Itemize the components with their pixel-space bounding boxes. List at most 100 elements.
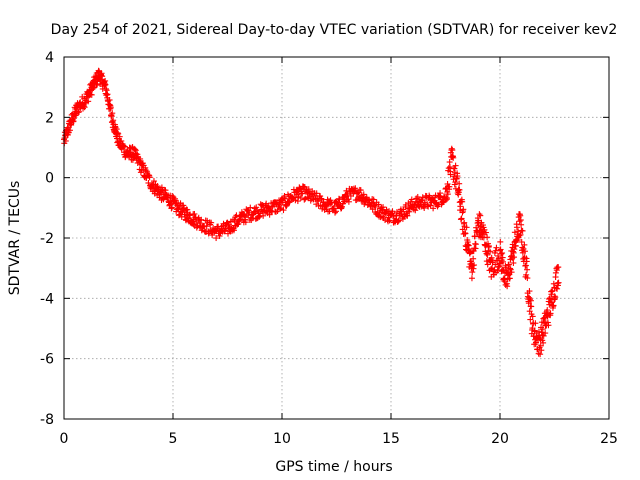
data-point-marker xyxy=(484,251,491,258)
data-point-marker xyxy=(277,206,284,213)
data-point-marker xyxy=(213,235,220,242)
data-point-marker xyxy=(99,73,106,80)
grid-lines xyxy=(64,57,609,419)
data-point-marker xyxy=(499,258,506,265)
data-point-marker xyxy=(203,223,210,230)
data-point-marker xyxy=(523,271,530,278)
data-point-marker xyxy=(505,261,512,268)
data-point-marker xyxy=(121,143,128,150)
data-point-marker xyxy=(554,285,561,292)
data-point-marker xyxy=(93,82,100,89)
data-point-marker xyxy=(456,180,463,187)
data-point-marker xyxy=(512,243,519,250)
data-point-marker xyxy=(419,194,426,201)
data-point-marker xyxy=(109,118,116,125)
y-tick-label: 2 xyxy=(45,110,54,126)
data-point-marker xyxy=(517,231,524,238)
data-point-marker xyxy=(463,224,470,231)
data-point-marker xyxy=(109,110,116,117)
data-point-marker xyxy=(468,275,475,282)
x-tick-label: 20 xyxy=(491,431,509,447)
data-point-marker xyxy=(487,248,494,255)
data-point-marker xyxy=(521,248,528,255)
data-point-marker xyxy=(505,270,512,277)
data-point-marker xyxy=(216,232,223,239)
data-point-marker xyxy=(75,109,82,116)
y-tick-label: -2 xyxy=(40,231,54,247)
data-point-marker xyxy=(516,218,523,225)
data-point-marker xyxy=(451,165,458,172)
data-point-marker xyxy=(446,183,453,190)
data-point-marker xyxy=(443,196,450,203)
data-point-marker xyxy=(253,204,260,211)
data-point-marker xyxy=(456,186,463,193)
data-point-marker xyxy=(191,210,198,217)
data-point-marker xyxy=(488,254,495,261)
data-point-marker xyxy=(472,241,479,248)
data-point-marker xyxy=(458,215,465,222)
data-point-marker xyxy=(460,206,467,213)
data-point-marker xyxy=(114,129,121,136)
data-point-marker xyxy=(521,241,528,248)
data-point-marker xyxy=(80,103,87,110)
data-point-marker xyxy=(540,315,547,322)
y-tick-label: 0 xyxy=(45,171,54,187)
data-point-marker xyxy=(103,85,110,92)
data-point-marker xyxy=(354,190,361,197)
data-point-marker xyxy=(380,204,387,211)
data-point-marker xyxy=(529,313,536,320)
data-point-marker xyxy=(469,269,476,276)
data-point-marker xyxy=(357,187,364,194)
data-point-marker xyxy=(527,297,534,304)
data-point-marker xyxy=(544,319,551,326)
data-point-marker xyxy=(555,279,562,286)
data-point-marker xyxy=(511,246,518,253)
x-tick-label: 25 xyxy=(600,431,618,447)
data-point-marker xyxy=(452,162,459,169)
data-point-marker xyxy=(107,104,114,111)
data-point-marker xyxy=(421,205,428,212)
x-tick-label: 15 xyxy=(382,431,400,447)
data-point-marker xyxy=(524,266,531,273)
data-point-marker xyxy=(484,261,491,268)
data-point-marker xyxy=(540,339,547,346)
data-point-marker xyxy=(532,320,539,327)
data-point-marker xyxy=(462,230,469,237)
data-point-marker xyxy=(408,196,415,203)
data-point-marker xyxy=(522,262,529,269)
data-point-marker xyxy=(550,302,557,309)
data-point-marker xyxy=(116,133,123,140)
data-point-marker xyxy=(450,154,457,161)
data-point-marker xyxy=(280,207,287,214)
data-point-marker xyxy=(118,137,125,144)
data-point-marker xyxy=(497,238,504,245)
y-tick-label: -6 xyxy=(40,352,54,368)
data-point-marker xyxy=(554,282,561,289)
data-point-marker xyxy=(76,108,83,115)
data-point-marker xyxy=(134,151,141,158)
data-point-marker xyxy=(545,322,552,329)
data-point-marker xyxy=(549,287,556,294)
data-point-marker xyxy=(242,219,249,226)
x-axis-label: GPS time / hours xyxy=(275,459,392,475)
data-point-marker xyxy=(395,217,402,224)
data-point-marker xyxy=(555,264,562,271)
data-point-marker xyxy=(504,283,511,290)
data-point-marker xyxy=(108,113,115,120)
data-point-marker xyxy=(546,295,553,302)
data-point-marker xyxy=(247,204,254,211)
data-point-marker xyxy=(495,264,502,271)
data-point-marker xyxy=(454,173,461,180)
data-point-marker xyxy=(523,258,530,265)
data-point-marker xyxy=(452,179,459,186)
data-point-marker xyxy=(528,303,535,310)
data-point-marker xyxy=(539,326,546,333)
data-point-marker xyxy=(507,265,514,272)
data-point-marker xyxy=(544,307,551,314)
data-point-marker xyxy=(208,219,215,226)
data-point-marker xyxy=(517,212,524,219)
data-point-marker xyxy=(538,329,545,336)
data-point-marker xyxy=(231,216,238,223)
data-point-marker xyxy=(502,281,509,288)
data-point-marker xyxy=(548,288,555,295)
